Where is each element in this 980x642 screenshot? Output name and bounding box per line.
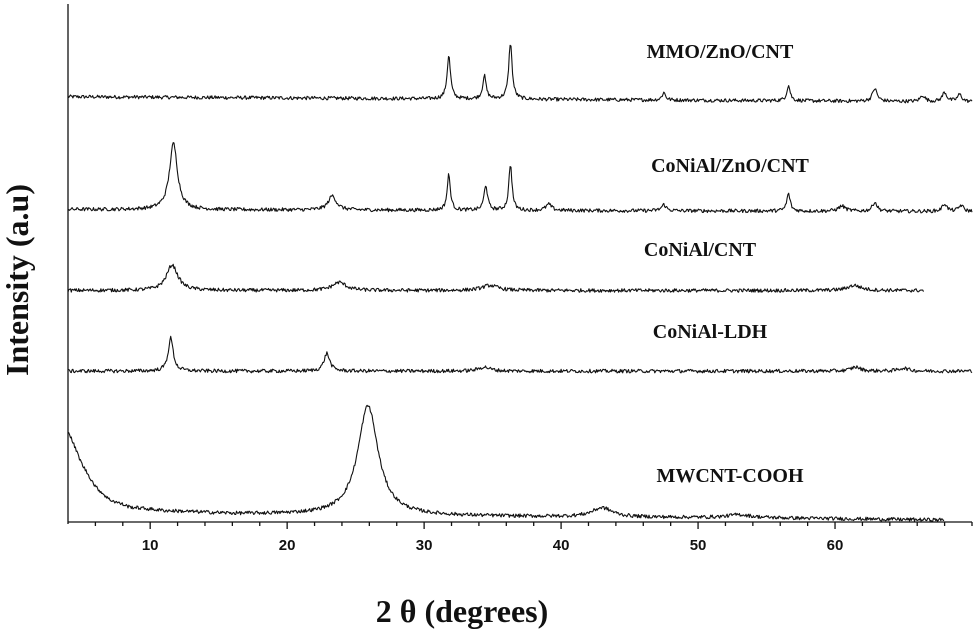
series-labels: MMO/ZnO/CNT CoNiAl/ZnO/CNT CoNiAl/CNT CoNiA… (644, 41, 810, 487)
x-tick-label: 10 (142, 537, 159, 554)
series-label: MWCNT-COOH (656, 465, 803, 487)
x-tick-label: 30 (416, 537, 433, 554)
series-line (67, 44, 973, 104)
x-tick-label: 60 (827, 537, 844, 554)
x-axis: 10 20 30 40 50 60 (67, 4, 973, 554)
y-axis-title: Intensity (a.u) (0, 184, 35, 376)
series-label: MMO/ZnO/CNT (647, 41, 794, 63)
series-label: CoNiAl-LDH (653, 321, 768, 343)
series-line (67, 263, 924, 293)
series-line (67, 335, 973, 374)
x-tick-label: 50 (690, 537, 707, 554)
series-label: CoNiAl/CNT (644, 239, 757, 261)
x-tick-label: 20 (279, 537, 296, 554)
plot-area (67, 44, 973, 523)
series-label: CoNiAl/ZnO/CNT (651, 155, 809, 177)
series-line (67, 142, 973, 214)
x-tick-label: 40 (553, 537, 570, 554)
series-line (67, 404, 945, 523)
x-axis-title: 2 θ (degrees) (376, 593, 549, 629)
